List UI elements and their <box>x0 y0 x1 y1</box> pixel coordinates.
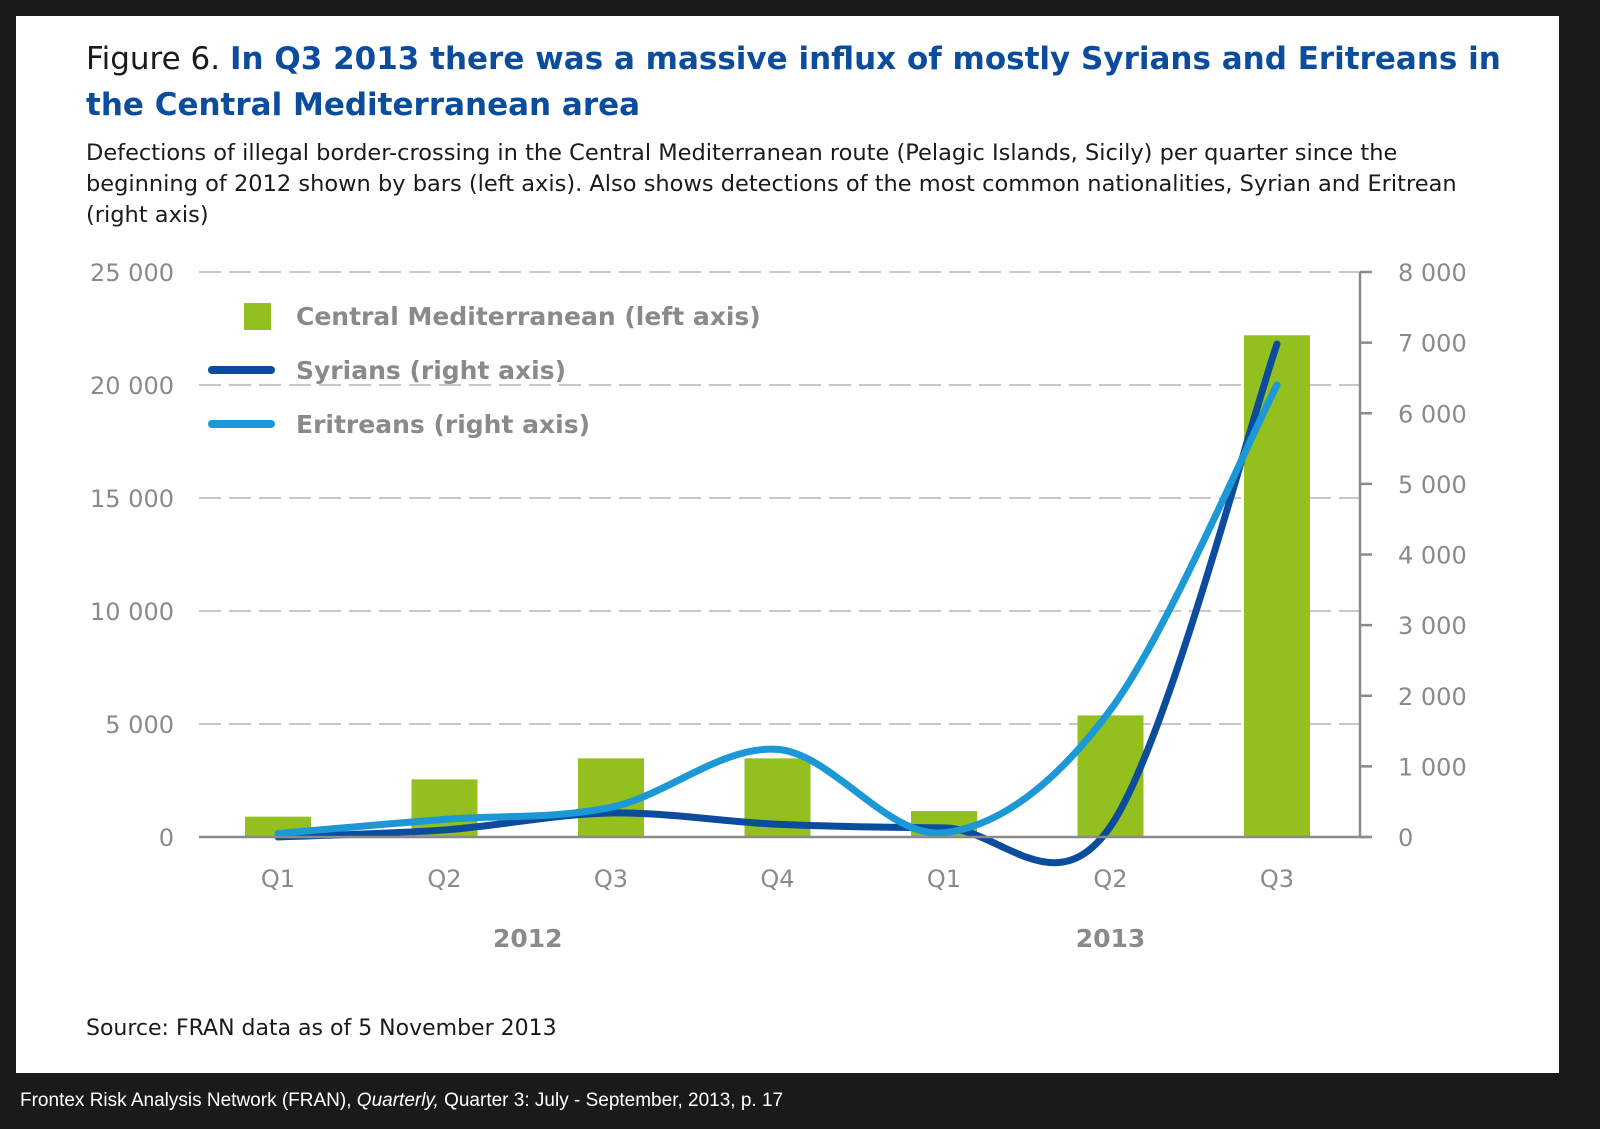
right-tick-label: 7 000 <box>1398 330 1467 358</box>
series-line <box>274 381 1281 837</box>
figure-title-text: In Q3 2013 there was a massive influx of… <box>86 41 1501 123</box>
right-tick-label: 1 000 <box>1398 753 1467 781</box>
right-tick-label: 5 000 <box>1398 471 1467 499</box>
legend-swatch <box>244 303 271 330</box>
legend-label: Central Mediterranean (left axis) <box>296 302 761 331</box>
right-tick-label: 4 000 <box>1398 542 1467 570</box>
tick-labels: 0 5 000 10 000 15 000 20 000 25 000 0 1 000 2 00… <box>90 259 1467 953</box>
chart-axes <box>199 270 1372 839</box>
right-tick-label: 8 000 <box>1398 259 1467 287</box>
category-label: Q1 <box>261 865 295 893</box>
right-tick-label: 6 000 <box>1398 400 1467 428</box>
legend: Central Mediterranean (left axis) Syrians… <box>208 302 761 439</box>
right-tick-label: 3 000 <box>1398 612 1467 640</box>
left-tick-label: 10 000 <box>90 598 174 626</box>
left-tick-label: 15 000 <box>90 485 174 513</box>
citation-italic: Quarterly, <box>356 1090 439 1111</box>
legend-label: Syrians (right axis) <box>296 356 566 385</box>
legend-label: Eritreans (right axis) <box>296 410 590 439</box>
line-series <box>274 340 1281 867</box>
category-label: Q1 <box>927 865 961 893</box>
category-label: Q2 <box>427 865 461 893</box>
source-note: Source: FRAN data as of 5 November 2013 <box>86 1016 557 1041</box>
left-tick-label: 0 <box>159 824 174 852</box>
citation: Frontex Risk Analysis Network (FRAN), Qu… <box>20 1090 783 1112</box>
year-label: 2013 <box>1076 924 1146 953</box>
figure-label: Figure 6. <box>86 41 221 77</box>
figure-frame: Figure 6. In Q3 2013 there was a massive… <box>16 16 1559 1073</box>
category-label: Q4 <box>760 865 794 893</box>
category-label: Q3 <box>594 865 628 893</box>
figure-subtitle: Defections of illegal border-crossing in… <box>86 140 1457 228</box>
year-label: 2012 <box>493 924 563 953</box>
citation-prefix: Frontex Risk Analysis Network (FRAN), <box>20 1090 357 1111</box>
figure-title: Figure 6. In Q3 2013 there was a massive… <box>86 36 1506 128</box>
left-tick-label: 5 000 <box>105 711 174 739</box>
citation-suffix: Quarter 3: July - September, 2013, p. 17 <box>438 1090 784 1111</box>
right-tick-label: 2 000 <box>1398 683 1467 711</box>
chart-grid <box>199 271 1360 725</box>
series-line <box>274 340 1281 867</box>
category-label: Q2 <box>1093 865 1127 893</box>
left-tick-label: 25 000 <box>90 259 174 287</box>
category-label: Q3 <box>1260 865 1294 893</box>
left-tick-label: 20 000 <box>90 372 174 400</box>
right-tick-label: 0 <box>1398 824 1413 852</box>
chart: 0 5 000 10 000 15 000 20 000 25 000 0 1 000 2 00… <box>90 259 1467 953</box>
